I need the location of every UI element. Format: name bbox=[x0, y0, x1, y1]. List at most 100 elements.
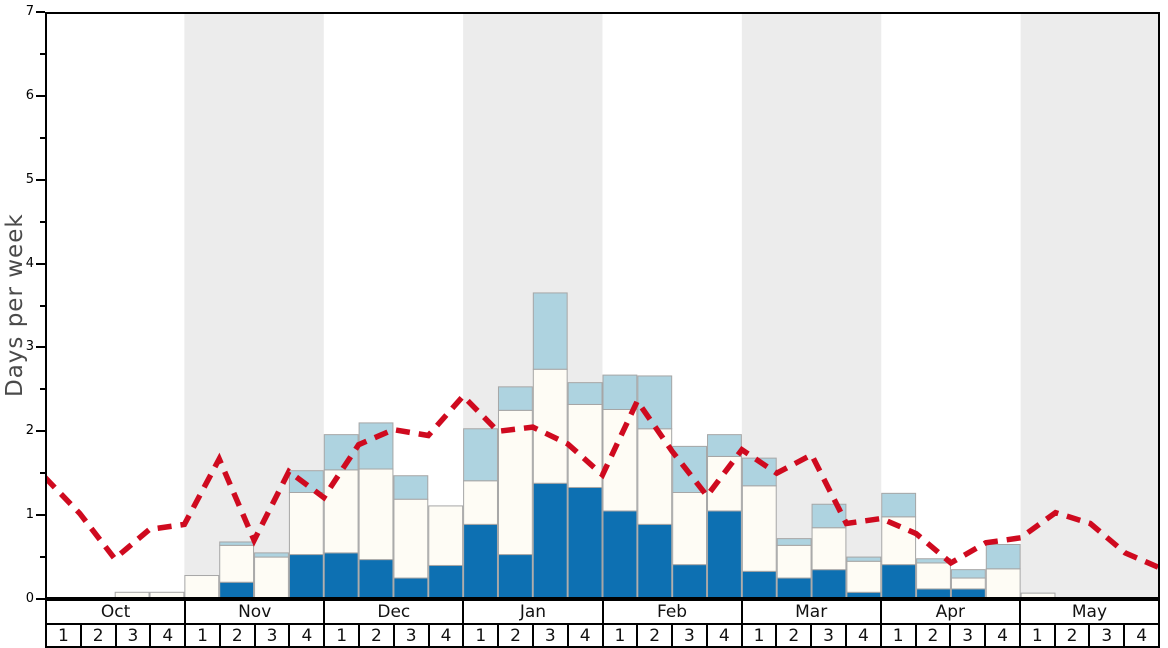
bar-dec-4-dark_blue_segment bbox=[428, 564, 464, 599]
bar-nov-4-white_segment bbox=[288, 492, 324, 556]
bar-feb-1-dark_blue_segment bbox=[602, 510, 638, 599]
y-tick-minor-4.5 bbox=[40, 220, 45, 223]
bar-dec-1-dark_blue_segment bbox=[323, 552, 359, 599]
week-cell-oct-2: 2 bbox=[79, 625, 115, 646]
bar-jan-4-dark_blue_segment bbox=[567, 486, 603, 599]
bar-dec-3-light_blue_segment bbox=[393, 475, 429, 500]
bar-nov-3-white_segment bbox=[254, 556, 289, 599]
bar-dec-3-dark_blue_segment bbox=[393, 577, 429, 599]
bar-jan-1-light_blue_segment bbox=[463, 428, 498, 482]
bar-nov-2-white_segment bbox=[219, 544, 255, 583]
y-tick-label-1: 1 bbox=[25, 507, 34, 523]
bar-jan-4-light_blue_segment bbox=[567, 382, 603, 405]
bar-feb-1-white_segment bbox=[602, 408, 638, 512]
week-cell-nov-4: 4 bbox=[288, 625, 323, 646]
y-tick-label-5: 5 bbox=[25, 171, 34, 187]
bar-feb-2-dark_blue_segment bbox=[637, 523, 673, 599]
week-cell-may-2: 2 bbox=[1053, 625, 1089, 646]
week-cell-mar-3: 3 bbox=[810, 625, 845, 646]
y-tick-label-4: 4 bbox=[25, 255, 34, 271]
week-cell-jan-1: 1 bbox=[462, 625, 497, 646]
bar-jan-3-light_blue_segment bbox=[532, 292, 568, 370]
month-axis-row: Oct Nov Dec Jan Feb Mar Apr May bbox=[45, 599, 1160, 623]
week-cell-dec-2: 2 bbox=[358, 625, 393, 646]
bar-oct-3-white_segment bbox=[114, 591, 150, 599]
bar-mar-4-light_blue_segment bbox=[846, 556, 882, 562]
bar-mar-3-white_segment bbox=[811, 527, 847, 571]
y-tick-label-0: 0 bbox=[25, 591, 34, 606]
bar-feb-2-light_blue_segment bbox=[637, 375, 673, 430]
y-tick-label-6: 6 bbox=[25, 87, 34, 103]
bar-nov-1-white_segment bbox=[184, 575, 220, 599]
y-tick-major-4 bbox=[36, 262, 45, 265]
bar-jan-1-dark_blue_segment bbox=[463, 523, 498, 599]
y-tick-major-0 bbox=[36, 598, 45, 600]
bar-feb-4-white_segment bbox=[707, 455, 742, 512]
plot-frame bbox=[45, 12, 1160, 599]
month-cell-feb: Feb bbox=[601, 601, 741, 623]
y-tick-major-5 bbox=[36, 178, 45, 181]
week-cell-jan-2: 2 bbox=[497, 625, 532, 646]
bar-feb-2-white_segment bbox=[637, 428, 673, 525]
week-cell-feb-1: 1 bbox=[601, 625, 637, 646]
week-cell-mar-4: 4 bbox=[844, 625, 880, 646]
y-tick-major-6 bbox=[36, 94, 45, 97]
y-tick-label-3: 3 bbox=[25, 339, 34, 355]
bar-feb-3-dark_blue_segment bbox=[672, 564, 708, 599]
trend-dashed-line bbox=[45, 392, 1160, 571]
bar-jan-2-dark_blue_segment bbox=[497, 554, 533, 599]
bar-apr-1-light_blue_segment bbox=[881, 492, 917, 518]
bar-jan-3-white_segment bbox=[532, 368, 568, 484]
bar-apr-4-white_segment bbox=[985, 568, 1021, 599]
bar-dec-1-white_segment bbox=[323, 469, 359, 554]
y-tick-minor-3.5 bbox=[40, 304, 45, 307]
bar-apr-3-white_segment bbox=[950, 577, 986, 590]
bar-mar-1-white_segment bbox=[741, 485, 777, 572]
bar-nov-4-dark_blue_segment bbox=[288, 554, 324, 599]
bar-nov-2-dark_blue_segment bbox=[219, 581, 255, 599]
bar-dec-3-white_segment bbox=[393, 498, 429, 579]
bar-nov-2-light_blue_segment bbox=[219, 541, 255, 546]
month-cell-dec: Dec bbox=[323, 601, 462, 623]
bar-mar-1-dark_blue_segment bbox=[741, 570, 777, 599]
month-cell-nov: Nov bbox=[184, 601, 323, 623]
y-tick-label-7: 7 bbox=[25, 4, 34, 19]
month-cell-apr: Apr bbox=[879, 601, 1019, 623]
y-tick-minor-6.5 bbox=[40, 52, 45, 55]
week-cell-oct-1: 1 bbox=[57, 625, 69, 646]
week-cell-oct-3: 3 bbox=[114, 625, 150, 646]
y-tick-label-2: 2 bbox=[25, 423, 34, 439]
bar-feb-3-white_segment bbox=[672, 492, 708, 566]
week-cell-feb-2: 2 bbox=[636, 625, 671, 646]
week-cell-may-4: 4 bbox=[1123, 625, 1158, 646]
week-cell-nov-3: 3 bbox=[253, 625, 289, 646]
bar-dec-2-dark_blue_segment bbox=[358, 559, 394, 599]
bar-may-1-white_segment bbox=[1020, 592, 1056, 599]
month-band-may bbox=[1020, 12, 1160, 599]
month-cell-may: May bbox=[1018, 601, 1158, 623]
month-cell-jan: Jan bbox=[462, 601, 601, 623]
week-cell-jan-4: 4 bbox=[566, 625, 602, 646]
bar-dec-1-light_blue_segment bbox=[323, 434, 359, 471]
week-cell-dec-1: 1 bbox=[323, 625, 358, 646]
bar-mar-2-light_blue_segment bbox=[776, 538, 812, 546]
bar-mar-2-white_segment bbox=[776, 544, 812, 579]
week-cell-dec-4: 4 bbox=[427, 625, 463, 646]
bar-apr-4-light_blue_segment bbox=[985, 543, 1021, 570]
week-cell-oct-4: 4 bbox=[149, 625, 184, 646]
plot-area bbox=[45, 12, 1160, 599]
bar-jan-2-light_blue_segment bbox=[497, 386, 533, 411]
week-cell-mar-2: 2 bbox=[775, 625, 810, 646]
bar-jan-1-white_segment bbox=[463, 480, 498, 525]
y-tick-major-7 bbox=[36, 11, 45, 13]
y-tick-major-2 bbox=[36, 430, 45, 433]
week-cell-may-3: 3 bbox=[1088, 625, 1123, 646]
bar-apr-3-light_blue_segment bbox=[950, 569, 986, 579]
week-cell-feb-3: 3 bbox=[671, 625, 706, 646]
bar-nov-3-light_blue_segment bbox=[254, 552, 289, 558]
y-tick-minor-0.5 bbox=[40, 556, 45, 559]
bar-feb-1-light_blue_segment bbox=[602, 374, 638, 410]
bar-dec-4-white_segment bbox=[428, 505, 464, 566]
bar-mar-3-dark_blue_segment bbox=[811, 569, 847, 599]
